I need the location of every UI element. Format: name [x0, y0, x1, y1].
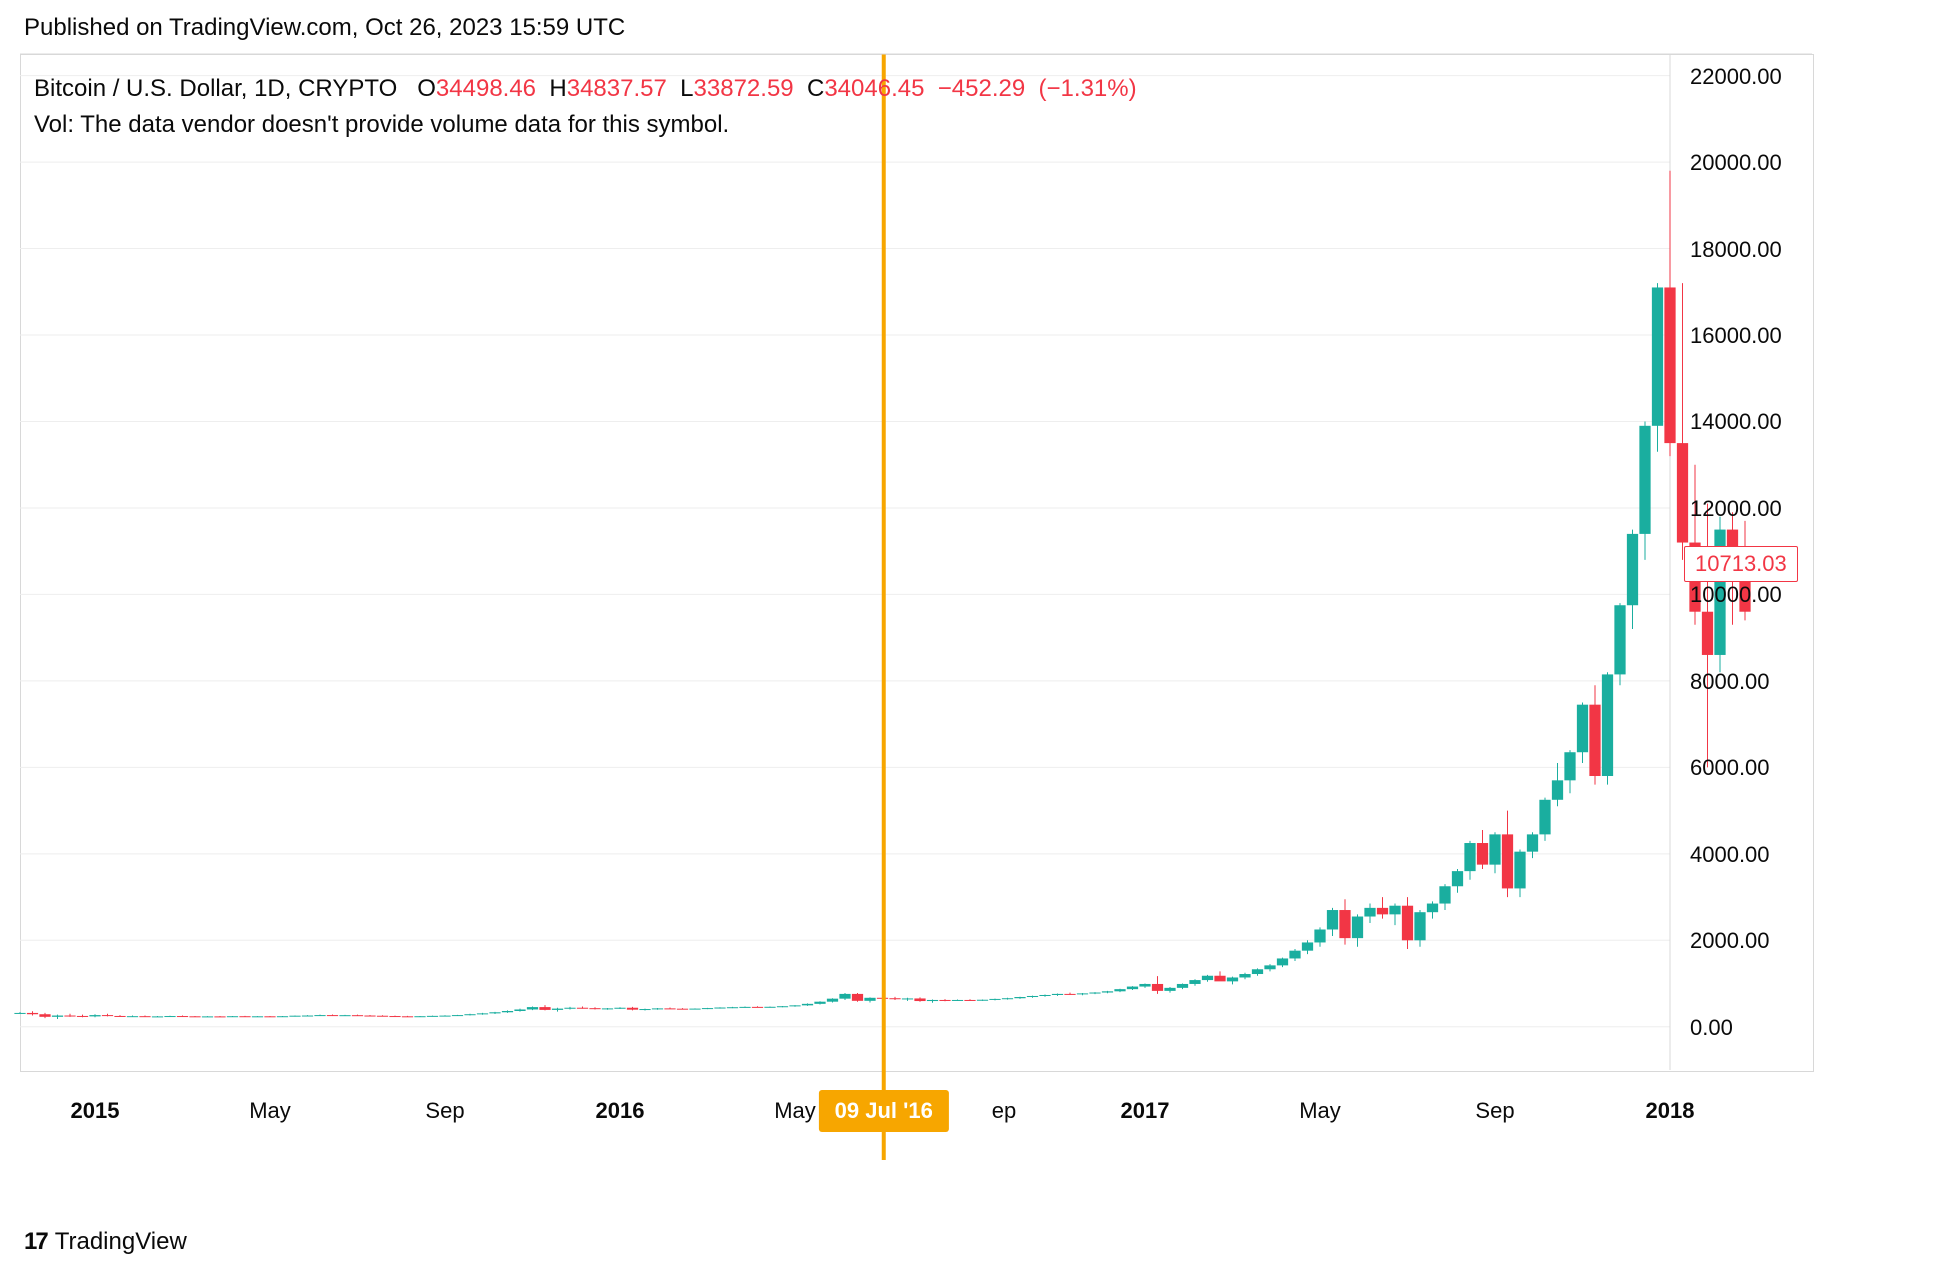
legend-close-value: 34046.45 — [824, 75, 924, 102]
x-axis-tick-label: Sep — [1475, 1098, 1514, 1124]
y-axis-tick-label: 16000.00 — [1690, 323, 1782, 349]
x-axis-highlight-date[interactable]: 09 Jul '16 — [819, 1090, 949, 1132]
y-axis-tick-label: 8000.00 — [1690, 669, 1770, 695]
legend-open-label: O — [417, 75, 436, 102]
legend-open-value: 34498.46 — [436, 75, 536, 102]
legend-symbol: Bitcoin / U.S. Dollar, 1D, CRYPTO — [34, 75, 397, 102]
y-axis-tick-label: 22000.00 — [1690, 64, 1782, 90]
branding: 17 TradingView — [24, 1228, 187, 1256]
y-axis-tick-label: 6000.00 — [1690, 755, 1770, 781]
y-axis-tick-label: 18000.00 — [1690, 237, 1782, 263]
legend-low-label: L — [680, 75, 693, 102]
legend-change: −452.29 — [938, 75, 1025, 102]
legend-high-label: H — [549, 75, 566, 102]
legend-change-pct: (−1.31%) — [1039, 75, 1137, 102]
y-axis-tick-label: 12000.00 — [1690, 496, 1782, 522]
legend-low-value: 33872.59 — [694, 75, 794, 102]
x-axis-tick-label: 2016 — [596, 1098, 645, 1124]
branding-text: TradingView — [55, 1228, 187, 1256]
legend-close-label: C — [807, 75, 824, 102]
y-axis-tick-label: 10000.00 — [1690, 582, 1782, 608]
y-axis-tick-label: 14000.00 — [1690, 409, 1782, 435]
tradingview-logo-icon: 17 — [24, 1228, 47, 1256]
price-chart[interactable] — [0, 0, 1940, 1274]
y-axis-tick-label: 20000.00 — [1690, 150, 1782, 176]
chart-legend: Bitcoin / U.S. Dollar, 1D, CRYPTO O34498… — [34, 72, 1137, 142]
y-axis-tick-label: 2000.00 — [1690, 928, 1770, 954]
x-axis-tick-label: 2018 — [1646, 1098, 1695, 1124]
legend-volume-line: Vol: The data vendor doesn't provide vol… — [34, 108, 1137, 142]
x-axis-tick-label: 2015 — [71, 1098, 120, 1124]
x-axis-tick-label: May — [1299, 1098, 1341, 1124]
x-axis-tick-label: May — [249, 1098, 291, 1124]
x-axis-tick-label: 2017 — [1121, 1098, 1170, 1124]
last-price-badge: 10713.03 — [1684, 546, 1798, 582]
legend-high-value: 34837.57 — [567, 75, 667, 102]
x-axis-tick-label: ep — [992, 1098, 1016, 1124]
y-axis-tick-label: 0.00 — [1690, 1015, 1733, 1041]
x-axis-tick-label: Sep — [425, 1098, 464, 1124]
y-axis-tick-label: 4000.00 — [1690, 842, 1770, 868]
x-axis-tick-label: May — [774, 1098, 816, 1124]
